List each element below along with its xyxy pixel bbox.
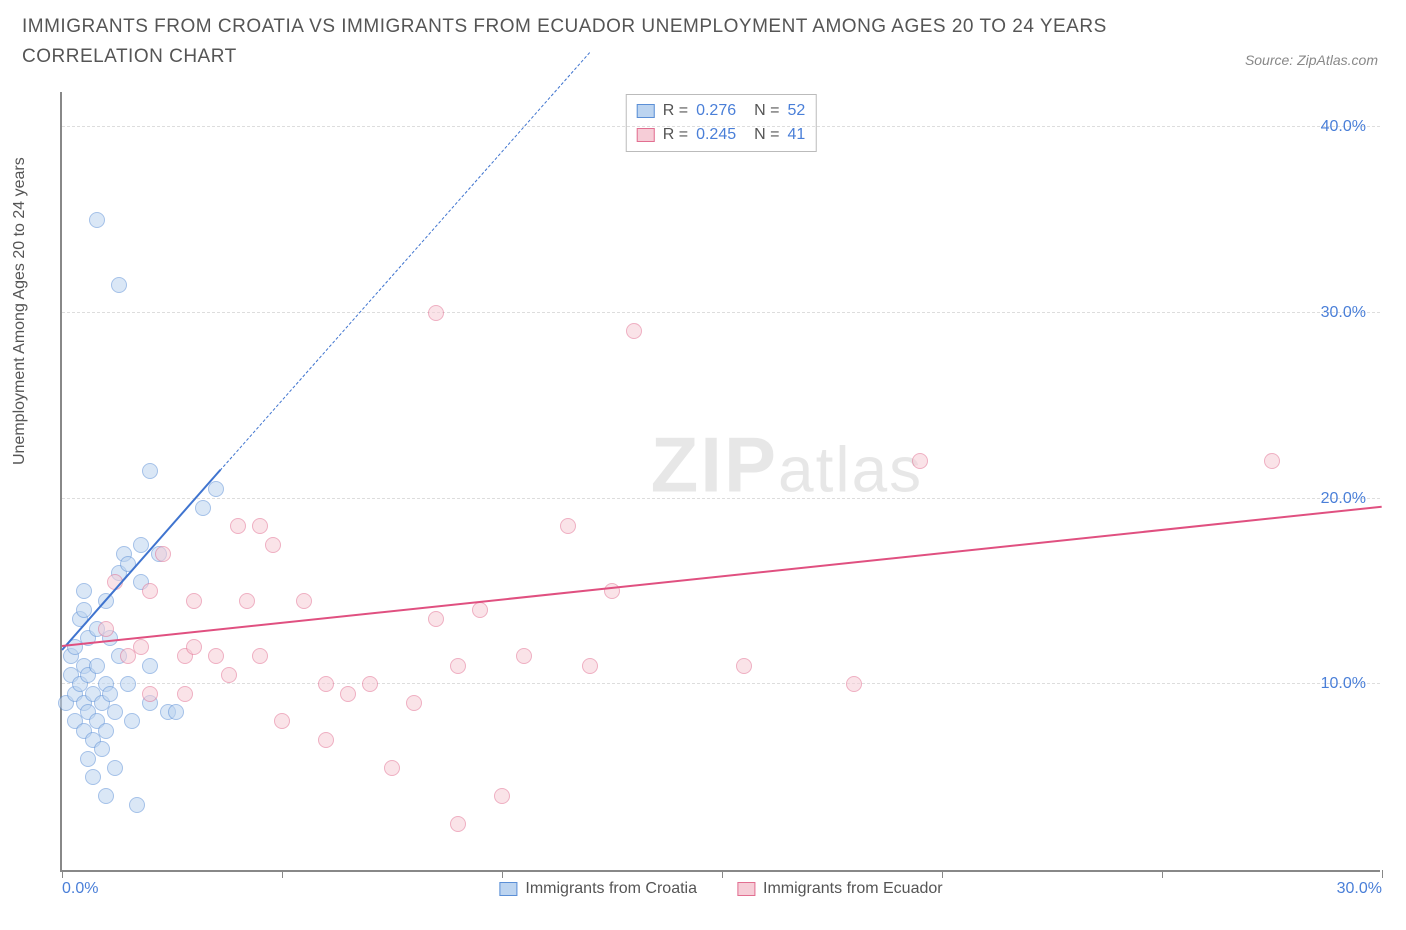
scatter-point bbox=[846, 676, 862, 692]
scatter-point bbox=[230, 518, 246, 534]
scatter-point bbox=[120, 676, 136, 692]
scatter-point bbox=[107, 760, 123, 776]
scatter-point bbox=[168, 704, 184, 720]
scatter-point bbox=[450, 816, 466, 832]
scatter-point bbox=[111, 277, 127, 293]
scatter-point bbox=[89, 212, 105, 228]
legend-label: Immigrants from Ecuador bbox=[763, 880, 943, 898]
legend-item: Immigrants from Croatia bbox=[499, 880, 697, 898]
scatter-point bbox=[142, 463, 158, 479]
x-tick bbox=[1162, 870, 1163, 878]
trend-line-extrapolated bbox=[220, 52, 590, 471]
x-tick bbox=[282, 870, 283, 878]
scatter-point bbox=[560, 518, 576, 534]
scatter-point bbox=[98, 723, 114, 739]
scatter-point bbox=[252, 648, 268, 664]
chart-title: IMMIGRANTS FROM CROATIA VS IMMIGRANTS FR… bbox=[22, 12, 1206, 73]
scatter-point bbox=[274, 713, 290, 729]
scatter-point bbox=[252, 518, 268, 534]
scatter-point bbox=[318, 676, 334, 692]
y-tick-label: 40.0% bbox=[1321, 118, 1366, 136]
scatter-point bbox=[186, 593, 202, 609]
scatter-point bbox=[124, 713, 140, 729]
x-tick bbox=[1382, 870, 1383, 878]
scatter-point bbox=[736, 658, 752, 674]
scatter-point bbox=[107, 704, 123, 720]
scatter-point bbox=[340, 686, 356, 702]
scatter-point bbox=[142, 686, 158, 702]
r-label: R = bbox=[663, 99, 688, 123]
legend-swatch bbox=[499, 882, 517, 896]
x-tick bbox=[62, 870, 63, 878]
scatter-point bbox=[208, 481, 224, 497]
legend-row: R = 0.276 N = 52 bbox=[637, 99, 806, 123]
grid-line bbox=[62, 126, 1380, 127]
scatter-point bbox=[318, 732, 334, 748]
x-tick bbox=[502, 870, 503, 878]
scatter-point bbox=[85, 769, 101, 785]
scatter-point bbox=[155, 546, 171, 562]
legend-swatch bbox=[637, 128, 655, 142]
scatter-point bbox=[142, 583, 158, 599]
scatter-point bbox=[142, 658, 158, 674]
n-label: N = bbox=[754, 99, 779, 123]
grid-line bbox=[62, 683, 1380, 684]
x-tick-label: 30.0% bbox=[1337, 880, 1382, 898]
r-value: 0.276 bbox=[696, 99, 736, 123]
scatter-point bbox=[186, 639, 202, 655]
x-tick bbox=[722, 870, 723, 878]
scatter-point bbox=[626, 323, 642, 339]
legend-swatch bbox=[737, 882, 755, 896]
n-value: 52 bbox=[787, 99, 805, 123]
scatter-point bbox=[406, 695, 422, 711]
scatter-point bbox=[239, 593, 255, 609]
x-tick bbox=[942, 870, 943, 878]
correlation-legend: R =0.276N =52R =0.245N =41 bbox=[626, 94, 817, 152]
scatter-point bbox=[76, 583, 92, 599]
scatter-point bbox=[129, 797, 145, 813]
scatter-point bbox=[494, 788, 510, 804]
scatter-point bbox=[296, 593, 312, 609]
scatter-point bbox=[89, 658, 105, 674]
scatter-point bbox=[177, 686, 193, 702]
scatter-point bbox=[133, 639, 149, 655]
scatter-point bbox=[582, 658, 598, 674]
grid-line bbox=[62, 498, 1380, 499]
scatter-point bbox=[450, 658, 466, 674]
scatter-point bbox=[102, 686, 118, 702]
y-tick-label: 20.0% bbox=[1321, 490, 1366, 508]
scatter-point bbox=[208, 648, 224, 664]
watermark-atlas: atlas bbox=[778, 434, 923, 506]
scatter-point bbox=[98, 788, 114, 804]
scatter-point bbox=[265, 537, 281, 553]
grid-line bbox=[62, 312, 1380, 313]
scatter-point bbox=[94, 741, 110, 757]
scatter-point bbox=[195, 500, 211, 516]
y-tick-label: 10.0% bbox=[1321, 675, 1366, 693]
y-tick-label: 30.0% bbox=[1321, 304, 1366, 322]
watermark-zip: ZIP bbox=[651, 421, 778, 509]
x-tick-label: 0.0% bbox=[62, 880, 98, 898]
scatter-point bbox=[98, 621, 114, 637]
scatter-plot-area: ZIPatlas R =0.276N =52R =0.245N =41 Immi… bbox=[60, 92, 1380, 872]
scatter-point bbox=[1264, 453, 1280, 469]
y-axis-label: Unemployment Among Ages 20 to 24 years bbox=[11, 157, 29, 465]
scatter-point bbox=[362, 676, 378, 692]
scatter-point bbox=[428, 611, 444, 627]
trend-line bbox=[61, 469, 221, 650]
scatter-point bbox=[384, 760, 400, 776]
scatter-point bbox=[428, 305, 444, 321]
scatter-point bbox=[516, 648, 532, 664]
legend-item: Immigrants from Ecuador bbox=[737, 880, 943, 898]
legend-label: Immigrants from Croatia bbox=[525, 880, 697, 898]
legend-swatch bbox=[637, 104, 655, 118]
series-legend: Immigrants from Croatia Immigrants from E… bbox=[499, 880, 942, 898]
scatter-point bbox=[472, 602, 488, 618]
scatter-point bbox=[912, 453, 928, 469]
source-attribution: Source: ZipAtlas.com bbox=[1245, 52, 1378, 68]
scatter-point bbox=[221, 667, 237, 683]
